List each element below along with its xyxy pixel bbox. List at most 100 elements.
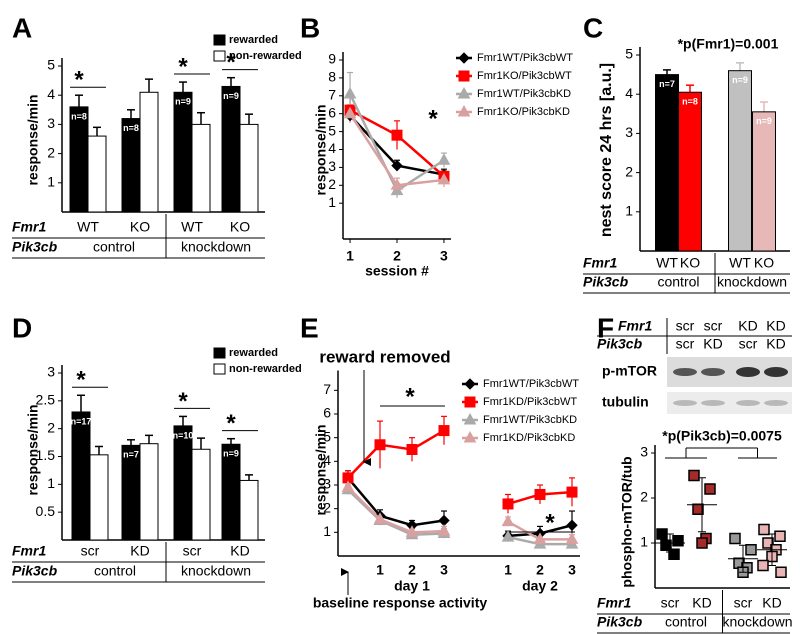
point [343, 106, 357, 119]
lane-label: scr [676, 336, 695, 352]
category-label: scr [734, 595, 753, 611]
panel-letter: C [583, 12, 603, 43]
legend-label: non-rewarded [229, 50, 302, 62]
point [391, 129, 403, 141]
point [774, 530, 786, 542]
point [501, 514, 515, 527]
legend-swatch [213, 347, 226, 359]
y-tick-label: 2 [47, 419, 55, 435]
legend-label: rewarded [229, 34, 278, 46]
band-label: p-mTOR [602, 363, 657, 379]
legend-marker [458, 52, 470, 64]
bar-label: n=8 [123, 123, 139, 133]
point [373, 512, 387, 524]
legend-label: Fmr1KO/Pik3cbKD [477, 106, 570, 118]
point [566, 519, 578, 531]
row-label: Pik3cb [583, 274, 629, 290]
row-label: Fmr1 [583, 255, 617, 271]
x-tick-label: 1 [376, 562, 384, 578]
lane-label: scr [739, 336, 758, 352]
x-tick-label: 2 [536, 562, 544, 578]
y-axis-label: response/min [25, 404, 41, 495]
y-tick-label: 2 [47, 144, 55, 160]
category-label: WT [77, 219, 99, 235]
day-label: day 2 [522, 578, 558, 594]
bar-label: n=7 [659, 79, 675, 89]
blot-band [764, 400, 788, 406]
legend-marker [457, 86, 471, 99]
blot-band [736, 400, 760, 406]
x-axis-label: session # [365, 263, 429, 279]
category-label: KD [130, 543, 149, 559]
point [501, 530, 515, 542]
category-label: KD [762, 595, 781, 611]
bar-label: n=8 [71, 111, 87, 121]
bar [191, 448, 211, 541]
lane-label: KD [766, 336, 785, 352]
y-tick-label: 3 [47, 115, 55, 131]
point [437, 153, 451, 165]
point [758, 523, 770, 536]
y-tick-label: 4 [323, 452, 331, 468]
x-tick-label: 1 [504, 562, 512, 578]
y-tick-label: 2 [323, 499, 331, 515]
y-tick-label: 4 [47, 86, 55, 102]
bar-label: n=9 [756, 116, 772, 126]
point [668, 548, 680, 560]
y-axis-label: response/min [25, 94, 41, 185]
legend-marker [464, 396, 476, 408]
y-tick-label: 3 [625, 124, 633, 140]
row-label: Fmr1 [12, 219, 46, 235]
bar [728, 70, 752, 252]
y-tick-label: 3 [640, 444, 648, 460]
bar [173, 91, 193, 213]
legend-marker [458, 70, 470, 82]
bar [89, 454, 109, 541]
bar [239, 479, 259, 541]
bar [191, 123, 211, 213]
y-tick-label: 2 [328, 176, 336, 192]
lane-label: KD [766, 318, 785, 334]
point [757, 559, 769, 572]
x-tick-label: 3 [440, 562, 448, 578]
y-tick-label: 9 [328, 51, 336, 67]
significance-star: * [405, 383, 415, 410]
point [656, 528, 668, 540]
point [565, 532, 579, 544]
reward-label: reward removed [319, 347, 450, 366]
band-label: tubulin [602, 394, 649, 410]
legend-label: Fmr1WT/Pik3cbKD [483, 414, 577, 426]
y-axis-label: response/min [313, 424, 329, 515]
y-axis-label: response/min [313, 104, 329, 195]
legend-label: Fmr1KO/Pik3cbWT [477, 70, 572, 82]
y-tick-label: 2 [625, 163, 633, 179]
annotation: *p(Fmr1)=0.001 [678, 36, 779, 52]
x-tick-label: 2 [393, 248, 401, 264]
point [533, 532, 547, 544]
point [343, 86, 357, 99]
point [341, 480, 355, 492]
bar [221, 85, 241, 213]
row-label: Fmr1 [12, 543, 46, 559]
group-label: control [94, 563, 136, 579]
row-label: Fmr1 [597, 595, 631, 611]
significance-star: * [226, 410, 236, 437]
blot-band [764, 367, 788, 377]
y-tick-label: 5 [47, 57, 55, 73]
y-tick-label: 3 [47, 364, 55, 380]
bar-label: n=9 [223, 449, 239, 459]
point [391, 159, 403, 172]
y-tick-label: 1 [47, 174, 55, 190]
bar-label: n=9 [175, 97, 191, 107]
x-tick-label: 1 [346, 248, 354, 264]
point [437, 524, 451, 536]
legend-label: Fmr1WT/Pik3cbWT [477, 52, 573, 64]
category-label: scr [81, 543, 100, 559]
y-tick-label: 5 [328, 122, 336, 138]
category-label: WT [656, 255, 678, 271]
legend-label: rewarded [229, 347, 278, 359]
point [437, 172, 451, 185]
y-tick-label: 1 [625, 203, 633, 219]
bar [678, 91, 702, 252]
category-label: scr [661, 595, 680, 611]
